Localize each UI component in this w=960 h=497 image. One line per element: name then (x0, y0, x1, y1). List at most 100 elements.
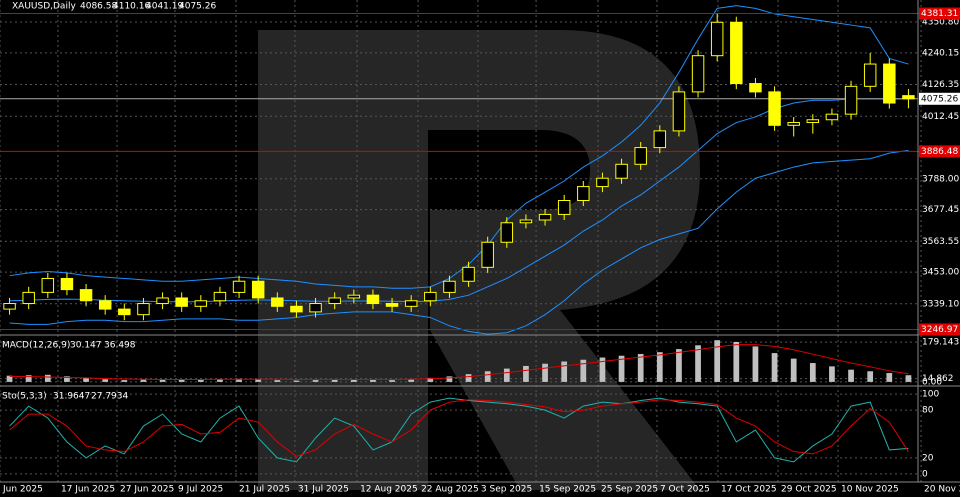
candle-body (175, 297, 188, 307)
macd-bar (331, 379, 338, 382)
watermark (258, 30, 700, 490)
candle-body (806, 119, 820, 124)
macd-signal-line (9, 344, 909, 380)
stoch-signal-value: 27.7934 (91, 392, 128, 402)
candle-body (137, 303, 150, 316)
macd-bar (408, 379, 415, 382)
macd-bar (561, 361, 568, 382)
x-tick-label: 7 Oct 2025 (660, 485, 710, 495)
x-tick-label: 20 Nov 2025 (924, 485, 960, 495)
candle-body (787, 122, 800, 126)
candle-body (328, 297, 341, 305)
candle-body (213, 291, 227, 302)
macd-bar (637, 353, 644, 382)
candle-body (366, 294, 380, 305)
header-low: 4041.19 (146, 2, 183, 12)
y-tick-label: 4012.45 (922, 112, 959, 122)
x-tick-label: 27 Jun 2025 (120, 485, 174, 495)
candle-body (557, 199, 571, 215)
candle-body (309, 303, 322, 313)
macd-bar (236, 378, 242, 382)
macd-bar (503, 368, 510, 382)
y-tick-label: 100 (922, 390, 939, 400)
y-tick-label: 179.143 (922, 338, 959, 348)
x-tick-label: 12 Aug 2025 (360, 485, 418, 495)
candle-body (691, 55, 705, 93)
macd-bar (484, 371, 491, 382)
x-tick-label: 17 Jun 2025 (61, 485, 115, 495)
y-tick-label: 80 (922, 406, 934, 416)
chart-title: XAUUSD,Daily (12, 2, 76, 12)
x-tick-label: 17 Oct 2025 (721, 485, 777, 495)
macd-bar (446, 376, 453, 382)
macd-bar (6, 375, 13, 382)
price-label: 4075.26 (921, 94, 958, 104)
macd-bar (293, 380, 300, 382)
candle-body (500, 222, 514, 243)
stoch-main-value: 31.9647 (53, 392, 90, 402)
candle-body (251, 280, 265, 299)
candle-body (79, 289, 93, 302)
macd-bar (867, 371, 874, 382)
x-tick-label: Jun 2025 (2, 485, 43, 495)
macd-title: MACD(12,26,9) (2, 341, 70, 351)
macd-bar (25, 375, 32, 382)
macd-bar (695, 345, 701, 382)
band-line (9, 149, 909, 335)
x-tick-label: 25 Sep 2025 (601, 485, 658, 495)
candle-body (443, 280, 456, 293)
macd-bar (809, 363, 816, 382)
candle-body (653, 130, 667, 149)
level-label: 3246.97 (921, 325, 958, 335)
macd-bar (752, 346, 759, 382)
candle-body (538, 213, 552, 221)
macd-bar (542, 363, 548, 382)
candle-body (749, 83, 762, 93)
band-line (9, 5, 909, 289)
candle-body (596, 177, 609, 188)
y-tick-label: 0 (922, 469, 928, 479)
macd-bar (618, 355, 625, 382)
x-tick-label: 9 Jul 2025 (178, 485, 223, 495)
macd-bar (886, 373, 893, 382)
candle-body (194, 300, 208, 307)
macd-bar (599, 357, 606, 382)
candle-body (41, 277, 55, 293)
macd-bar (350, 379, 357, 382)
candle-body (290, 305, 303, 313)
level-label: 3886.48 (921, 147, 958, 157)
macd-bar (465, 374, 472, 382)
y-tick-label: 3453.00 (922, 268, 959, 278)
macd-bar (83, 377, 89, 382)
macd-bar (580, 359, 587, 382)
candle-body (883, 63, 896, 104)
candle-body (118, 308, 131, 316)
macd-bar (676, 349, 682, 382)
y-tick-label: 3677.45 (922, 205, 959, 215)
level-label-box (919, 145, 960, 158)
macd-bar (197, 379, 204, 382)
candle-body (22, 291, 35, 305)
header-close: 4075.26 (179, 2, 216, 12)
candle-body (768, 91, 781, 126)
y-tick-label: 3339.10 (922, 299, 959, 309)
y-tick-label: 3563.55 (922, 237, 959, 247)
candle-body (3, 303, 16, 310)
y-tick-label: 4126.35 (922, 80, 959, 90)
macd-value: 30.147 (70, 341, 102, 351)
x-tick-label: 29 Oct 2025 (781, 485, 837, 495)
candle-body (98, 300, 112, 310)
x-tick-label: 22 Aug 2025 (421, 485, 479, 495)
macd-bar (159, 379, 166, 382)
candle-body (60, 277, 74, 291)
macd-bar (274, 380, 281, 382)
candle-body (347, 294, 361, 299)
candle-body (615, 163, 628, 179)
candle-body (462, 266, 475, 282)
macd-bar (523, 365, 529, 382)
candle-body (404, 300, 418, 307)
macd-bar (790, 358, 797, 382)
stoch-signal-line (9, 399, 909, 457)
header-open: 4086.58 (80, 2, 117, 12)
